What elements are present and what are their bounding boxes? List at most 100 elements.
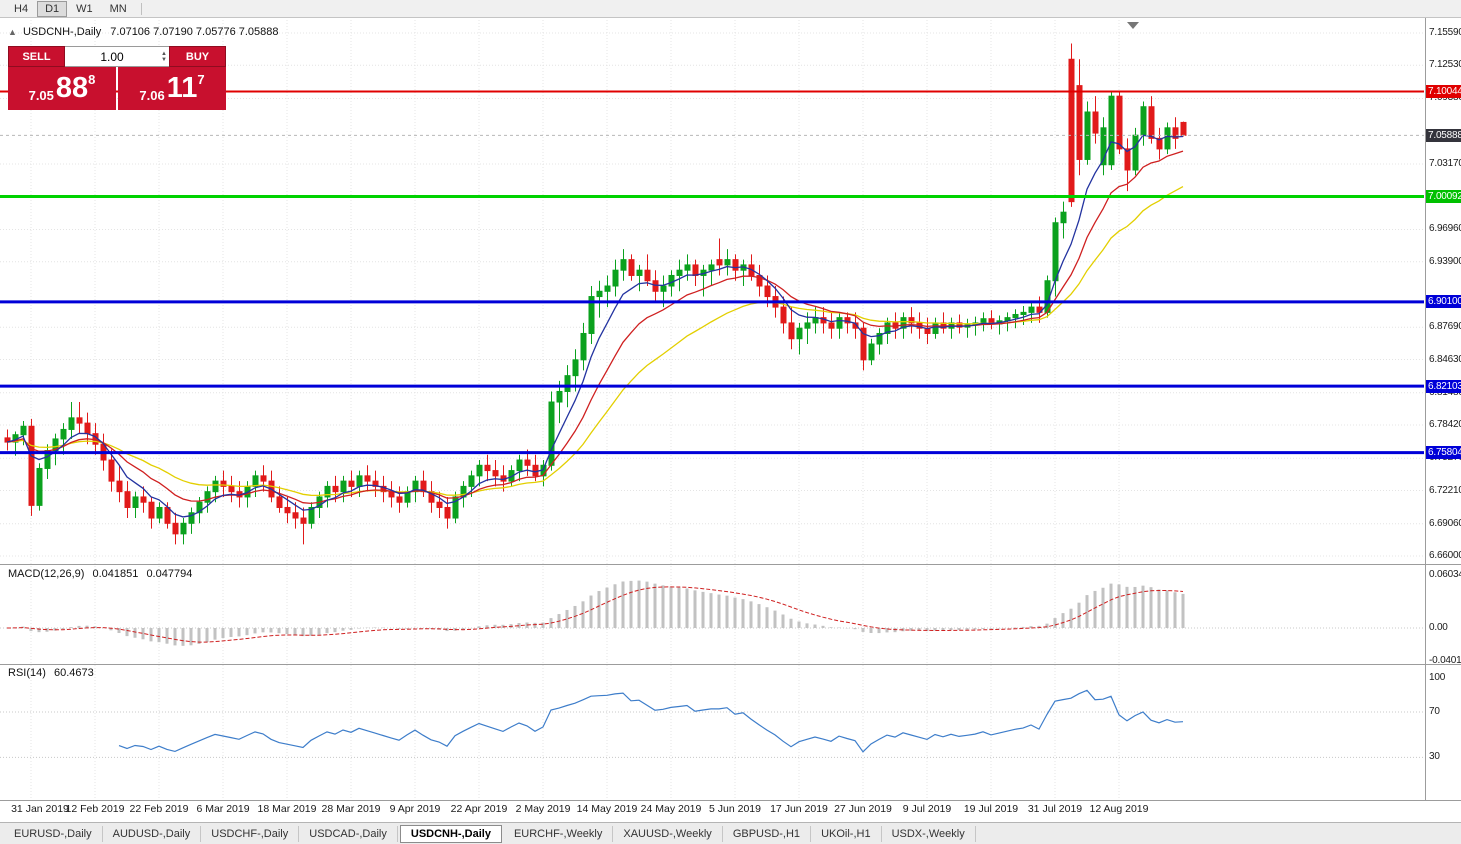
date-label: 12 Feb 2019 [65, 803, 125, 815]
tab-usdcnhdaily[interactable]: USDCNH-,Daily [399, 824, 502, 843]
candle [388, 481, 395, 508]
timeframe-mn[interactable]: MN [109, 2, 127, 15]
price-axis-label: 6.93900 [1429, 255, 1461, 267]
date-label: 22 Apr 2019 [450, 803, 508, 815]
buy-button[interactable]: BUY [169, 46, 226, 67]
candle [4, 429, 11, 451]
date-label: 5 Jun 2019 [709, 803, 761, 815]
ma-mid-line [6, 150, 1184, 505]
candle [708, 259, 715, 287]
date-label: 18 Mar 2019 [257, 803, 317, 815]
candle [1180, 121, 1187, 137]
candle-body [444, 506, 451, 519]
price-axis-label: 6.87690 [1429, 321, 1461, 333]
volume-spinner[interactable]: ▲ ▼ [161, 47, 167, 66]
timeframe-w1[interactable]: W1 [76, 2, 93, 15]
tab-usdchfdaily[interactable]: USDCHF-,Daily [201, 825, 300, 842]
volume-up-icon[interactable]: ▲ [161, 50, 167, 57]
candle [1140, 101, 1147, 146]
candle [284, 496, 291, 524]
candle [948, 317, 955, 339]
toolbar-separator [140, 2, 142, 15]
candle [452, 491, 459, 524]
date-label: 31 Jan 2019 [11, 803, 69, 815]
one-click-trading-panel: SELL ▲ ▼ BUY 7.05 88 8 7.06 11 7 [8, 46, 226, 110]
candle-body [932, 322, 939, 334]
candle [252, 470, 259, 497]
candle-body [612, 269, 619, 287]
volume-down-icon[interactable]: ▼ [161, 56, 167, 63]
date-label: 27 Jun 2019 [834, 803, 892, 815]
buy-price-small: 7.06 [139, 88, 165, 103]
candle [260, 465, 267, 492]
buy-price-box[interactable]: 7.06 11 7 [118, 67, 226, 110]
tab-usdxweekly[interactable]: USDX-,Weekly [882, 825, 976, 842]
date-label: 2 May 2019 [515, 803, 571, 815]
splitter-chart-macd[interactable] [0, 564, 1461, 565]
rsi-axis-label: 100 [1429, 672, 1446, 683]
volume-input[interactable] [65, 47, 169, 66]
timeframe-d1[interactable]: D1 [37, 0, 68, 17]
timeframe-h4[interactable]: H4 [14, 2, 29, 15]
sell-button[interactable]: SELL [8, 46, 65, 67]
tab-audusddaily[interactable]: AUDUSD-,Daily [103, 825, 202, 842]
candle [756, 264, 763, 297]
candle-body [668, 274, 675, 287]
tab-eurusddaily[interactable]: EURUSD-,Daily [4, 825, 103, 842]
price-axis-label: 7.15590 [1429, 27, 1461, 38]
tab-eurchfweekly[interactable]: EURCHF-,Weekly [504, 825, 614, 842]
candle-body [1124, 148, 1131, 171]
tab-ukoilh1[interactable]: UKOil-,H1 [811, 825, 882, 842]
candle [1084, 101, 1091, 165]
candle-body [396, 496, 403, 503]
macd-signal-line [6, 586, 1184, 643]
collapse-panel-icon[interactable]: ▲ [8, 27, 17, 37]
price-axis-border[interactable] [1425, 18, 1426, 800]
candle-body [452, 496, 459, 519]
candle-body [180, 522, 187, 535]
candle [436, 491, 443, 519]
sell-price-box[interactable]: 7.05 88 8 [8, 67, 116, 110]
tab-gbpusdh1[interactable]: GBPUSD-,H1 [723, 825, 812, 842]
candle-body [324, 485, 331, 498]
buy-price-big: 11 [166, 72, 198, 104]
candle-body [196, 501, 203, 514]
candle [68, 402, 75, 439]
candle [836, 312, 843, 339]
tab-usdcaddaily[interactable]: USDCAD-,Daily [299, 825, 398, 842]
candle [580, 322, 587, 371]
sell-price-small: 7.05 [28, 88, 54, 103]
macd-histogram [13, 580, 1185, 646]
candle [796, 322, 803, 355]
chart-window-tabbar: EURUSD-,Daily AUDUSD-,Daily USDCHF-,Daily U… [0, 822, 1461, 844]
price-axis-label: 6.66000 [1429, 550, 1461, 561]
candle-body [884, 322, 891, 334]
macd-value-main: 0.041851 [92, 568, 139, 580]
candle-body [436, 501, 443, 508]
candle-body [1052, 222, 1059, 282]
candle-body [220, 480, 227, 487]
candle [60, 423, 67, 455]
splitter-macd-rsi[interactable] [0, 664, 1461, 665]
candle-body [564, 375, 571, 392]
splitter-rsi-dates [0, 800, 1461, 801]
date-label: 19 Jul 2019 [963, 803, 1019, 815]
candle-body [380, 485, 387, 493]
sell-price-big: 88 [55, 72, 89, 104]
candle [380, 475, 387, 503]
candle-body [572, 359, 579, 377]
candle [132, 491, 139, 519]
candle-body [204, 491, 211, 503]
candle [476, 460, 483, 487]
candle [1076, 59, 1083, 176]
price-axis-label: 6.84630 [1429, 353, 1461, 365]
price-axis-label: 6.96960 [1429, 223, 1461, 235]
tab-xauusdweekly[interactable]: XAUUSD-,Weekly [613, 825, 723, 842]
candle [1100, 117, 1107, 176]
candle-body [20, 425, 27, 436]
candle-body [844, 317, 851, 324]
candle-body [1100, 127, 1107, 166]
chart-shift-marker-icon[interactable] [1127, 22, 1139, 29]
